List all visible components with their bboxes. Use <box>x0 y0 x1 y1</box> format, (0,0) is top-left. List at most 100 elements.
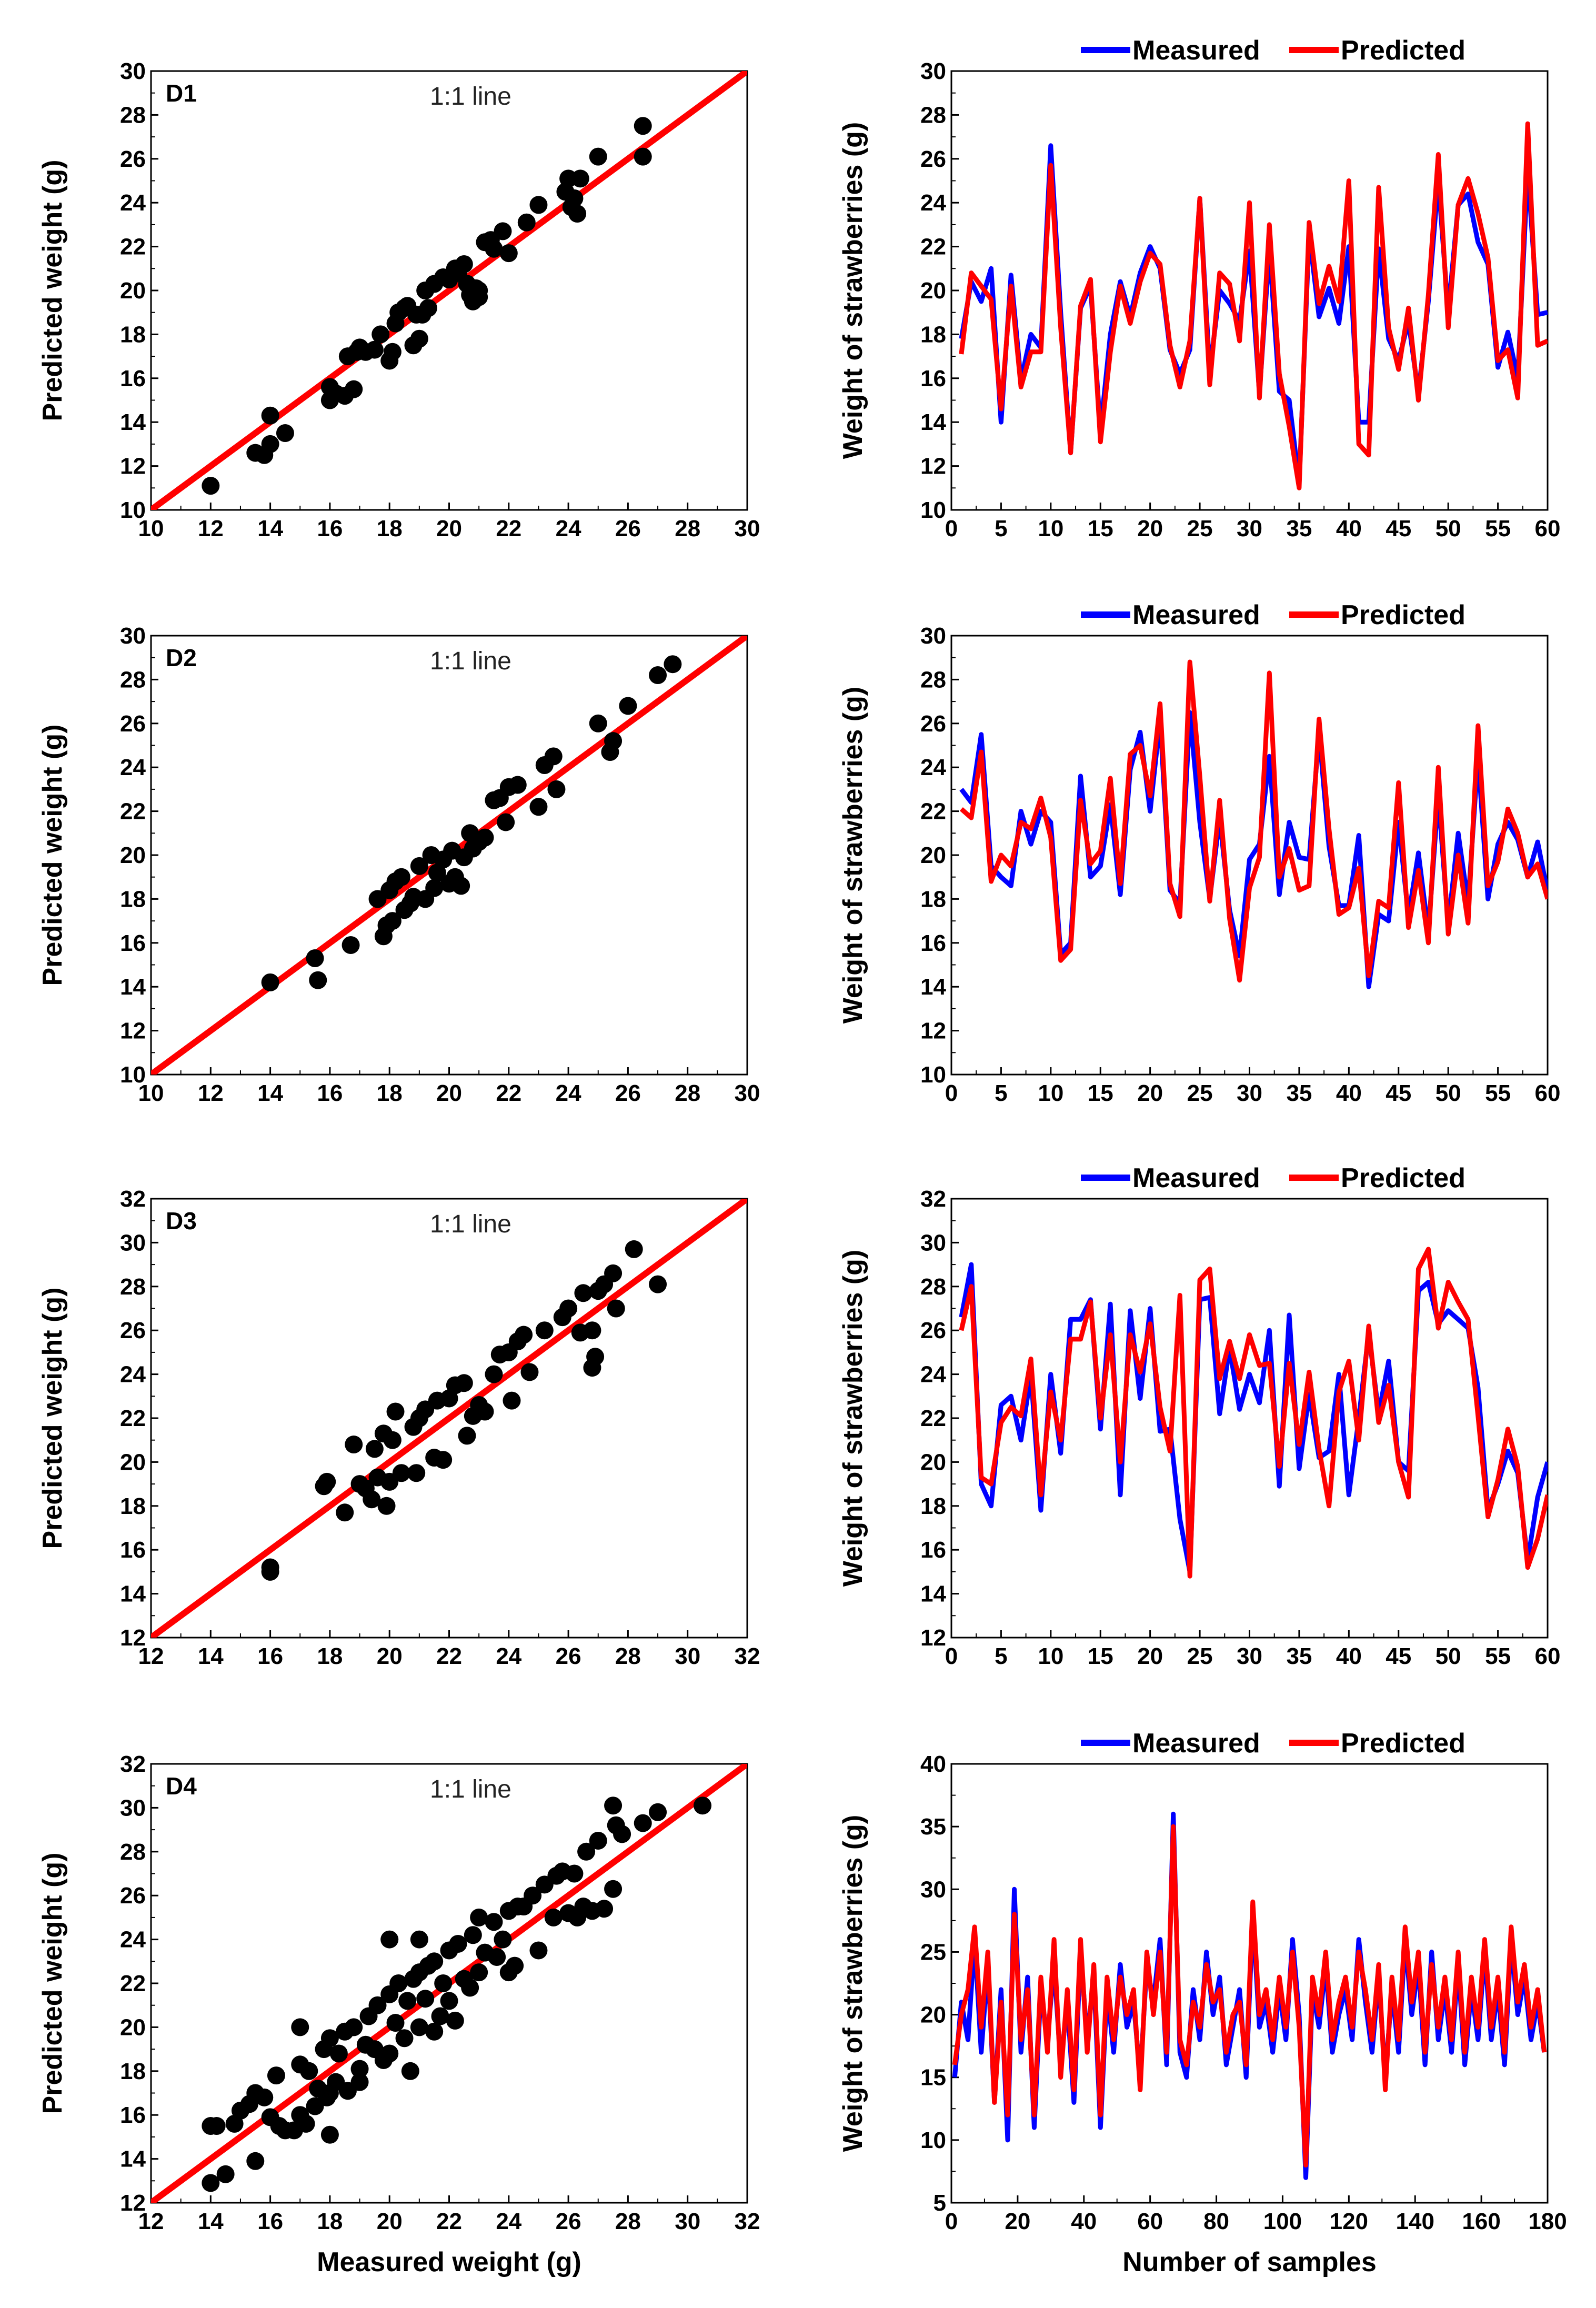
x-tick-label: 20 <box>1137 516 1163 541</box>
data-point <box>202 477 220 495</box>
x-tick-label: 18 <box>317 1643 343 1669</box>
legend-label-measured: Measured <box>1132 35 1260 66</box>
y-tick-label: 14 <box>120 974 146 1000</box>
data-point <box>363 1490 381 1509</box>
data-point <box>508 776 527 794</box>
data-point <box>524 1886 542 1905</box>
x-tick-label: 55 <box>1485 1080 1511 1106</box>
data-point <box>386 2014 405 2032</box>
y-tick-label: 16 <box>920 366 946 392</box>
data-point <box>517 213 536 232</box>
data-point <box>425 2022 444 2041</box>
data-point <box>529 1941 548 1960</box>
y-tick-label: 20 <box>120 2014 146 2040</box>
y-tick-label: 40 <box>920 1751 946 1777</box>
y-tick-label: 24 <box>920 190 946 216</box>
data-point <box>604 1264 623 1282</box>
data-point <box>470 1963 488 1982</box>
data-point <box>300 2062 318 2080</box>
data-point <box>529 798 548 816</box>
x-tick-label: 15 <box>1088 516 1113 541</box>
data-point <box>604 1797 623 1815</box>
y-tick-label: 16 <box>120 1537 146 1563</box>
legend-label-predicted: Predicted <box>1341 600 1465 630</box>
x-tick-label: 25 <box>1187 516 1213 541</box>
data-point <box>398 1992 417 2010</box>
y-tick-label: 16 <box>120 366 146 392</box>
y-tick-label: 20 <box>920 2002 946 2028</box>
data-point <box>589 1831 607 1850</box>
data-point <box>604 732 623 750</box>
x-tick-label: 40 <box>1071 2209 1097 2234</box>
y-tick-label: 30 <box>920 623 946 649</box>
data-point <box>634 1814 652 1832</box>
data-point <box>416 1990 435 2008</box>
y-tick-label: 26 <box>920 711 946 737</box>
y-tick-label: 22 <box>120 1406 146 1431</box>
y-tick-label: 14 <box>920 409 946 435</box>
x-tick-label: 30 <box>675 2209 700 2234</box>
series-line-predicted <box>959 121 1548 490</box>
data-point <box>571 169 589 188</box>
data-point <box>485 239 503 258</box>
chart-panel-7: 12 14 16 18 20 22 24 26 28 30 32 12 14 16 18 20 22 24 26 28… <box>37 1751 760 2277</box>
data-point <box>383 912 401 930</box>
data-point <box>365 340 384 359</box>
x-tick-label: 12 <box>138 2209 164 2234</box>
y-tick-label: 18 <box>120 886 146 912</box>
data-point <box>306 949 324 967</box>
x-tick-label: 25 <box>1187 1080 1213 1106</box>
y-tick-label: 20 <box>120 278 146 304</box>
y-tick-label: 10 <box>120 1062 146 1088</box>
x-tick-label: 120 <box>1330 2209 1368 2234</box>
data-point <box>276 424 294 443</box>
data-point <box>434 1451 453 1469</box>
y-tick-label: 14 <box>120 409 146 435</box>
y-tick-label: 30 <box>920 1230 946 1256</box>
identity-line-label: 1:1 line <box>430 83 511 111</box>
x-tick-label: 50 <box>1436 1643 1461 1669</box>
data-point <box>431 2007 449 2025</box>
y-tick-label: 28 <box>920 667 946 693</box>
x-tick-label: 18 <box>377 1080 403 1106</box>
y-tick-label: 18 <box>120 2059 146 2084</box>
y-tick-label: 30 <box>120 623 146 649</box>
x-tick-label: 10 <box>1038 1080 1063 1106</box>
y-tick-label: 32 <box>120 1186 146 1212</box>
legend-label-measured: Measured <box>1132 1163 1260 1193</box>
data-point <box>544 1908 563 1926</box>
x-tick-label: 20 <box>377 1643 403 1669</box>
data-point <box>464 1926 482 1944</box>
data-point <box>261 1562 279 1581</box>
y-tick-label: 14 <box>920 1581 946 1607</box>
data-point <box>503 1391 521 1410</box>
data-point <box>261 973 279 991</box>
legend-label-predicted: Predicted <box>1341 35 1465 66</box>
x-tick-label: 45 <box>1386 516 1411 541</box>
x-tick-label: 18 <box>317 2209 343 2234</box>
identity-line <box>151 71 747 510</box>
y-tick-label: 10 <box>920 2128 946 2153</box>
y-axis-title: Weight of strawberries (g) <box>838 122 868 459</box>
x-tick-label: 14 <box>198 2209 224 2234</box>
plot-area <box>959 659 1548 989</box>
data-point <box>649 1803 667 1821</box>
data-point <box>595 1900 614 1918</box>
data-point <box>470 1908 488 1926</box>
x-tick-label: 180 <box>1528 2209 1567 2234</box>
x-tick-label: 80 <box>1203 2209 1229 2234</box>
x-tick-label: 100 <box>1263 2209 1302 2234</box>
x-tick-label: 30 <box>1237 1643 1262 1669</box>
data-point <box>485 1913 503 1931</box>
chart-panel-6: 0 5 10 15 20 25 30 35 40 45 50 55 60 12 14 16 18 20 22 24 26… <box>838 1163 1560 1669</box>
panel-label: D4 <box>166 1772 197 1800</box>
legend-label-measured: Measured <box>1132 1728 1260 1759</box>
y-tick-label: 18 <box>120 322 146 347</box>
data-point <box>649 1275 667 1293</box>
y-tick-label: 35 <box>920 1814 946 1840</box>
chart-panel-5: 12 14 16 18 20 22 24 26 28 30 32 12 14 16 18 20 22 24 26 28… <box>37 1186 760 1669</box>
data-point <box>267 2066 285 2085</box>
x-tick-label: 30 <box>735 516 760 541</box>
data-point <box>547 780 566 798</box>
